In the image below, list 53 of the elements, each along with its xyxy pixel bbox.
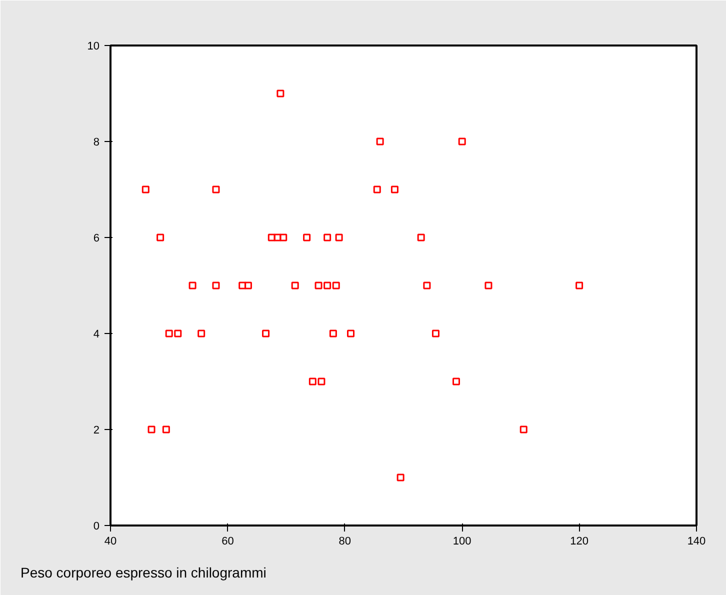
- point: [318, 378, 326, 386]
- point: [238, 282, 246, 290]
- point: [332, 282, 340, 290]
- point: [335, 234, 343, 242]
- point: [262, 330, 270, 338]
- y-tick-label: 10: [87, 40, 100, 52]
- point: [376, 138, 384, 146]
- x-tick-label: 80: [338, 536, 352, 548]
- point: [396, 474, 404, 482]
- point: [142, 186, 150, 194]
- x-tick-label: 120: [570, 536, 588, 548]
- point: [274, 234, 282, 242]
- point: [423, 282, 431, 290]
- point: [212, 186, 220, 194]
- x-axis-title: Peso corporeo espresso in chilogrammi: [20, 564, 266, 580]
- point: [188, 282, 196, 290]
- point: [244, 282, 252, 290]
- point: [324, 282, 332, 290]
- point: [303, 234, 311, 242]
- y-tick-label: 8: [93, 136, 100, 148]
- point: [458, 138, 466, 146]
- y-tick-label: 6: [93, 232, 100, 244]
- point: [324, 234, 332, 242]
- x-tick-label: 100: [452, 536, 472, 548]
- point: [276, 90, 284, 98]
- x-tick-label: 140: [687, 536, 706, 548]
- x-tick-label: 60: [222, 536, 234, 548]
- point: [417, 234, 425, 242]
- point: [347, 330, 355, 338]
- point: [291, 282, 299, 290]
- point: [174, 330, 182, 338]
- point: [373, 186, 381, 194]
- point: [432, 330, 440, 338]
- x-tick-label: 40: [104, 536, 117, 548]
- point: [148, 426, 156, 434]
- point: [165, 330, 173, 338]
- point: [452, 378, 460, 386]
- point: [198, 330, 206, 338]
- point: [484, 282, 492, 290]
- point: [314, 282, 322, 290]
- point: [280, 234, 288, 242]
- point: [268, 234, 276, 242]
- point: [329, 330, 337, 338]
- point: [576, 282, 584, 290]
- point: [212, 282, 220, 290]
- point: [162, 426, 170, 434]
- y-tick-label: 2: [93, 424, 100, 436]
- point: [390, 186, 398, 194]
- point: [520, 426, 528, 434]
- y-tick-label: 4: [93, 328, 100, 340]
- point: [156, 234, 164, 242]
- point: [308, 378, 316, 386]
- y-tick-label: 0: [93, 520, 100, 532]
